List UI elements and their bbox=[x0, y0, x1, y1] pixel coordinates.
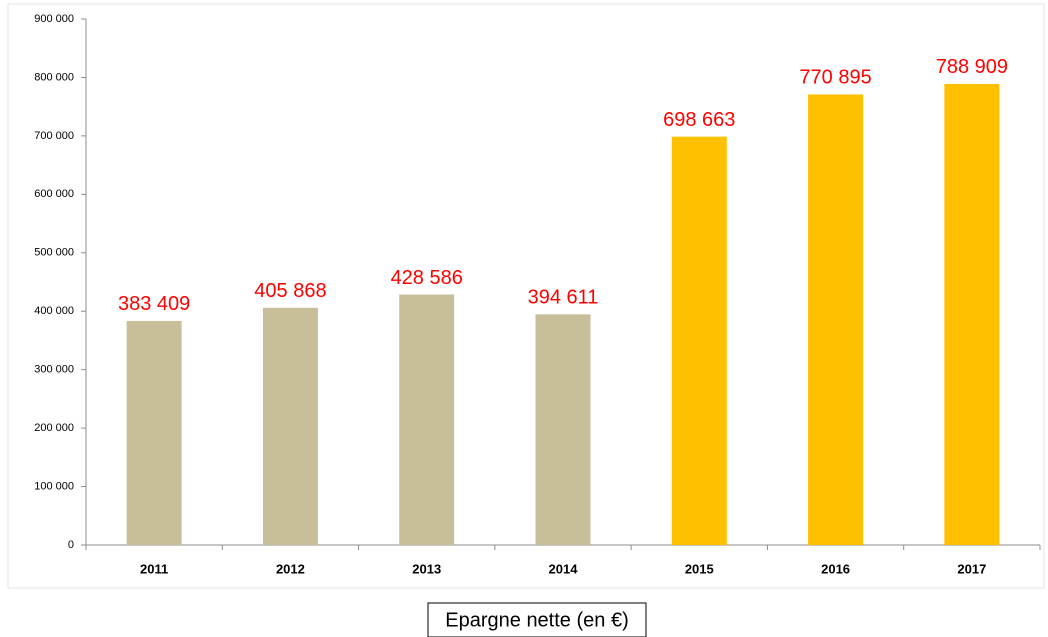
x-tick-label: 2016 bbox=[821, 561, 850, 576]
value-label: 788 909 bbox=[936, 56, 1008, 78]
x-tick-label: 2015 bbox=[685, 561, 714, 576]
title-box bbox=[427, 602, 647, 637]
y-tick-label: 0 bbox=[68, 539, 74, 551]
bar bbox=[944, 83, 1000, 546]
bar bbox=[399, 294, 455, 545]
bar bbox=[671, 136, 727, 545]
bar bbox=[808, 94, 864, 545]
y-tick-label: 700 000 bbox=[34, 130, 74, 142]
x-tick-label: 2011 bbox=[140, 561, 168, 576]
value-label: 394 611 bbox=[528, 287, 599, 309]
y-tick-label: 600 000 bbox=[34, 188, 74, 200]
y-tick-label: 500 000 bbox=[34, 247, 74, 259]
y-tick-label: 100 000 bbox=[34, 480, 74, 492]
x-tick-label: 2017 bbox=[957, 561, 986, 576]
y-tick-label: 900 000 bbox=[34, 13, 74, 25]
value-label: 698 663 bbox=[663, 109, 735, 131]
value-label: 770 895 bbox=[799, 67, 871, 89]
bar bbox=[262, 307, 318, 545]
value-label: 383 409 bbox=[118, 293, 190, 315]
chart-title: Epargne nette (en €) bbox=[445, 609, 628, 631]
x-tick-label: 2014 bbox=[549, 561, 579, 576]
y-tick-label: 200 000 bbox=[34, 422, 74, 434]
y-tick-label: 300 000 bbox=[34, 364, 74, 376]
value-label: 428 586 bbox=[391, 267, 463, 289]
x-tick-label: 2013 bbox=[412, 561, 441, 576]
y-tick-label: 800 000 bbox=[34, 71, 74, 83]
x-tick-label: 2012 bbox=[276, 561, 305, 576]
bar bbox=[535, 314, 591, 545]
value-label: 405 868 bbox=[254, 280, 326, 302]
y-tick-label: 400 000 bbox=[34, 305, 74, 317]
bar bbox=[126, 320, 182, 545]
